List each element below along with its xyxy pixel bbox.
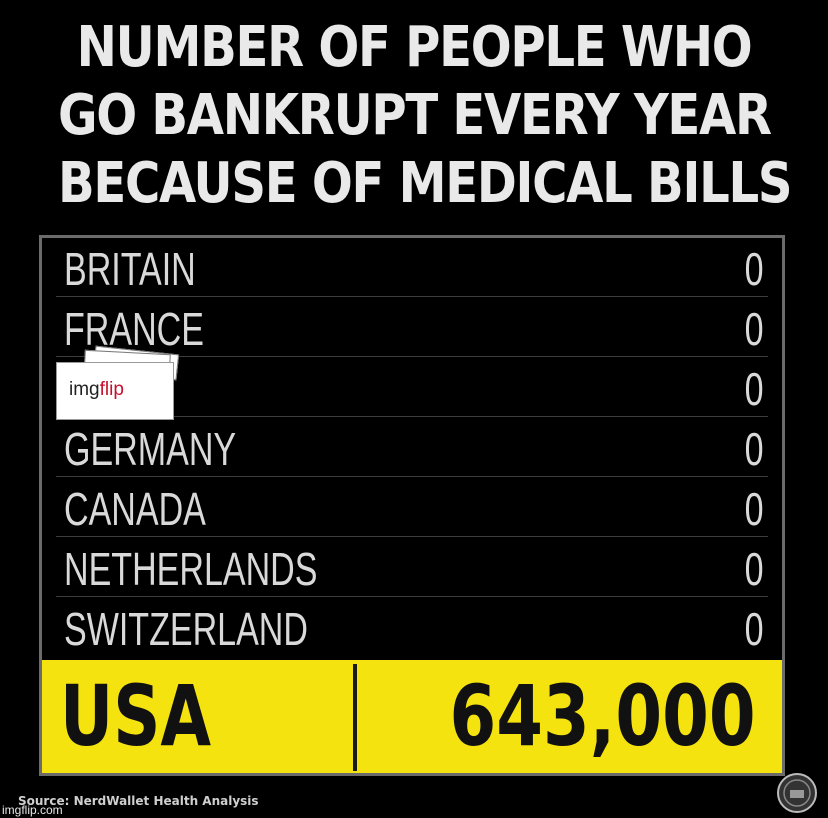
column-divider xyxy=(353,664,357,771)
usa-highlight-row: USA 643,000 xyxy=(42,660,782,773)
table-row: FRANCE 0 xyxy=(56,298,768,357)
bankruptcy-value: 0 xyxy=(745,243,764,295)
site-watermark: imgflip.com xyxy=(2,803,63,817)
bankruptcy-value: 0 xyxy=(745,303,764,355)
chart-title: NUMBER OF PEOPLE WHO GO BANKRUPT EVERY Y… xyxy=(57,14,793,218)
bankruptcy-value: 0 xyxy=(745,543,764,595)
source-note: Source: NerdWallet Health Analysis xyxy=(18,794,259,808)
country-label: CANADA xyxy=(64,483,206,535)
watermark-text: imgflip xyxy=(69,379,124,401)
title-line-1: NUMBER OF PEOPLE WHO xyxy=(76,15,753,80)
table-row: GERMANY 0 xyxy=(56,418,768,477)
watermark-img-text: img xyxy=(69,379,100,400)
title-line-2: GO BANKRUPT EVERY YEAR xyxy=(57,83,772,148)
country-label: FRANCE xyxy=(64,303,204,355)
usa-value: 643,000 xyxy=(449,667,756,765)
table-row: 0 xyxy=(56,358,768,417)
title-line-3: BECAUSE OF MEDICAL BILLS xyxy=(57,151,793,216)
bankruptcy-value: 0 xyxy=(745,483,764,535)
table-row: CANADA 0 xyxy=(56,478,768,537)
watermark-card-front: imgflip xyxy=(56,362,174,420)
country-label: BRITAIN xyxy=(64,243,196,295)
imgflip-watermark: imgflip xyxy=(56,345,180,420)
bankruptcy-value: 0 xyxy=(745,363,764,415)
bankruptcy-value: 0 xyxy=(745,603,764,655)
country-label: NETHERLANDS xyxy=(64,543,318,595)
usa-label: USA xyxy=(60,667,212,765)
table-row: SWITZERLAND 0 xyxy=(56,598,768,657)
table-row: NETHERLANDS 0 xyxy=(56,538,768,597)
data-table: BRITAIN 0 FRANCE 0 0 GERMANY 0 CANADA 0 … xyxy=(39,235,785,776)
seal-icon xyxy=(777,773,817,813)
country-label: SWITZERLAND xyxy=(64,603,308,655)
table-row: BRITAIN 0 xyxy=(56,238,768,297)
bankruptcy-value: 0 xyxy=(745,423,764,475)
country-label: GERMANY xyxy=(64,423,237,475)
watermark-flip-text: flip xyxy=(99,379,124,400)
